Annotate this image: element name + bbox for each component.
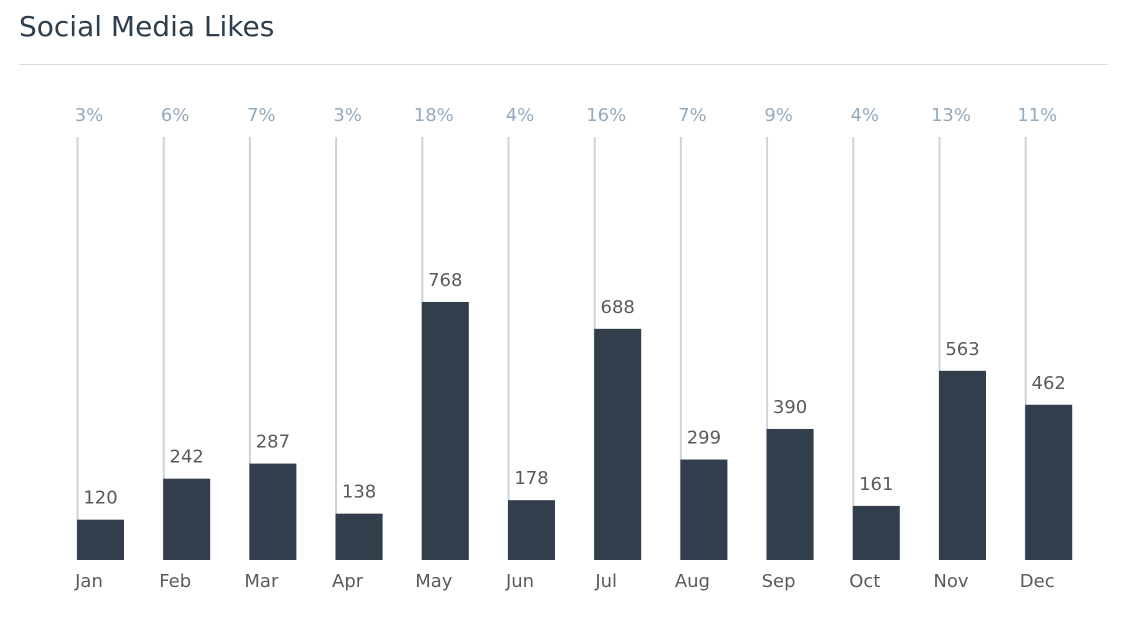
category-label-jul: Jul: [594, 571, 617, 592]
bar-oct: [852, 505, 900, 560]
bar-may: [421, 301, 469, 560]
category-label-dec: Dec: [1020, 571, 1055, 592]
value-label-dec: 462: [1032, 373, 1066, 394]
bar-jul: [594, 328, 642, 560]
category-label-jan: Jan: [74, 571, 103, 592]
category-label-apr: Apr: [332, 571, 364, 592]
category-label-may: May: [415, 571, 453, 592]
title-divider: [19, 64, 1108, 65]
category-label-mar: Mar: [244, 571, 279, 592]
percent-label-aug: 7%: [678, 105, 707, 126]
value-label-mar: 287: [256, 432, 290, 453]
bar-mar: [249, 463, 297, 560]
bar-sep: [766, 428, 814, 560]
value-label-nov: 563: [945, 339, 979, 360]
value-label-may: 768: [428, 270, 462, 291]
bar-apr: [335, 513, 383, 560]
bar-jun: [508, 500, 555, 560]
value-label-feb: 242: [170, 447, 204, 468]
category-label-nov: Nov: [933, 571, 968, 592]
percent-label-jun: 4%: [506, 105, 535, 126]
percent-label-sep: 9%: [764, 105, 793, 126]
stem-lines: [76, 137, 1027, 560]
bar-dec: [1025, 404, 1073, 560]
percent-label-may: 18%: [414, 105, 454, 126]
category-label-aug: Aug: [675, 571, 710, 592]
value-label-jul: 688: [601, 297, 635, 318]
bars: [77, 301, 1073, 560]
value-label-oct: 161: [859, 474, 893, 495]
category-label-jun: Jun: [505, 571, 534, 592]
value-label-jan: 120: [83, 488, 117, 509]
value-label-jun: 178: [514, 468, 548, 489]
percent-label-dec: 11%: [1017, 105, 1057, 126]
category-labels: Jan Feb Mar Apr May Jun Jul Aug Sep Oct Nov Dec: [74, 571, 1054, 592]
bar-nov: [939, 370, 986, 560]
value-labels: 120 242 287 138 768 178 688 299 390 161 563 462: [83, 270, 1066, 509]
category-label-feb: Feb: [159, 571, 191, 592]
percent-labels: 3% 6% 7% 3% 18% 4% 16% 7% 9% 4% 13% 11%: [75, 105, 1057, 126]
value-label-apr: 138: [342, 482, 376, 503]
bar-feb: [163, 478, 211, 560]
percent-label-jan: 3%: [75, 105, 104, 126]
percent-label-mar: 7%: [247, 105, 276, 126]
percent-label-nov: 13%: [931, 105, 971, 126]
value-label-sep: 390: [773, 397, 807, 418]
percent-label-jul: 16%: [586, 105, 626, 126]
bar-jan: [77, 519, 124, 560]
percent-label-apr: 3%: [333, 105, 362, 126]
chart-title: Social Media Likes: [19, 10, 275, 43]
percent-label-feb: 6%: [161, 105, 190, 126]
category-label-sep: Sep: [762, 571, 796, 592]
value-label-aug: 299: [687, 428, 721, 449]
bar-aug: [680, 459, 728, 560]
percent-label-oct: 4%: [851, 105, 880, 126]
category-label-oct: Oct: [849, 571, 880, 592]
